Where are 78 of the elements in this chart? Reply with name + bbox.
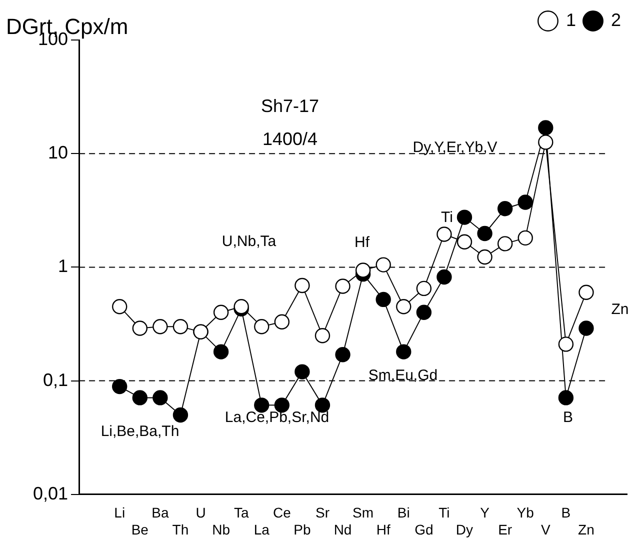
point bbox=[416, 280, 432, 296]
x-tick-label: Y bbox=[480, 504, 490, 521]
x-tick-label: Bi bbox=[397, 504, 410, 521]
point bbox=[436, 226, 452, 242]
point bbox=[497, 236, 513, 252]
point bbox=[294, 364, 310, 380]
point bbox=[314, 328, 330, 344]
x-tick-label: Yb bbox=[516, 504, 534, 521]
point bbox=[213, 304, 229, 320]
legend-label: 1 bbox=[566, 10, 576, 30]
point bbox=[456, 234, 472, 250]
point bbox=[355, 262, 371, 278]
annotation: 1400/4 bbox=[262, 128, 318, 149]
point bbox=[497, 200, 513, 216]
point bbox=[396, 298, 412, 314]
x-tick-label: Dy bbox=[456, 521, 474, 538]
legend-label: 2 bbox=[610, 10, 622, 30]
x-tick-label: Be bbox=[131, 521, 149, 538]
y-tick-label: 1 bbox=[58, 256, 68, 276]
point bbox=[335, 347, 350, 362]
x-tick-label: Nb bbox=[212, 521, 230, 538]
point bbox=[172, 407, 188, 423]
x-tick-label: Sr bbox=[315, 504, 330, 521]
point bbox=[578, 320, 594, 336]
point bbox=[477, 249, 492, 265]
x-tick-label: Zn bbox=[578, 521, 594, 538]
point bbox=[538, 134, 554, 150]
point bbox=[538, 120, 554, 136]
point bbox=[172, 319, 188, 334]
annotation: Sh7-17 bbox=[260, 96, 320, 116]
point bbox=[274, 314, 290, 330]
x-tick-label: U bbox=[196, 504, 206, 521]
x-tick-label: La bbox=[254, 521, 270, 538]
point bbox=[213, 344, 229, 360]
x-tick-label: Gd bbox=[414, 521, 434, 538]
point bbox=[376, 292, 391, 308]
point bbox=[152, 390, 168, 406]
x-tick-label: Nd bbox=[334, 521, 352, 538]
x-tick-label: Ba bbox=[152, 504, 169, 521]
x-tick-label: Sm bbox=[352, 504, 374, 521]
point bbox=[132, 390, 148, 406]
y-tick-label: 10 bbox=[48, 142, 68, 163]
text: Zn bbox=[611, 301, 629, 318]
point bbox=[112, 378, 128, 394]
point bbox=[477, 226, 492, 242]
x-tick-label: Ti bbox=[438, 504, 450, 521]
point bbox=[436, 269, 452, 285]
point bbox=[456, 210, 472, 225]
annotation: U,Nb,Ta bbox=[222, 233, 277, 250]
point bbox=[396, 344, 412, 360]
point bbox=[558, 390, 574, 406]
annotation: B bbox=[562, 409, 574, 426]
x-tick-label: B bbox=[561, 504, 571, 521]
x-tick-label: Pb bbox=[294, 521, 311, 538]
annotation: Sm,Eu,Gd bbox=[368, 367, 438, 384]
point bbox=[416, 304, 432, 320]
point bbox=[376, 257, 391, 272]
annotation: Hf bbox=[354, 234, 370, 252]
point bbox=[558, 336, 574, 352]
x-tick-label: Ta bbox=[234, 504, 249, 521]
x-tick-label: Er bbox=[498, 521, 512, 538]
point bbox=[254, 319, 270, 334]
point bbox=[152, 319, 168, 334]
x-tick-label: Th bbox=[172, 521, 189, 538]
point bbox=[294, 278, 310, 294]
annotation: Dy,Y,Er,Yb,V bbox=[412, 139, 498, 156]
x-tick-label: Hf bbox=[376, 521, 390, 538]
y-tick-label: 0,01 bbox=[32, 483, 68, 504]
point bbox=[132, 320, 148, 336]
point bbox=[518, 194, 533, 210]
y-tick-label: 0,1 bbox=[43, 370, 68, 390]
x-tick-label: Li bbox=[114, 504, 126, 521]
annotation: La,Ce,Pb,Sr,Nd bbox=[224, 409, 330, 426]
annotation: Li,Be,Ba,Th bbox=[100, 423, 180, 440]
annotation: Ti bbox=[441, 209, 453, 226]
x-tick-label: Ce bbox=[272, 504, 292, 521]
x-tick-label: V bbox=[540, 521, 551, 538]
point bbox=[335, 278, 350, 294]
